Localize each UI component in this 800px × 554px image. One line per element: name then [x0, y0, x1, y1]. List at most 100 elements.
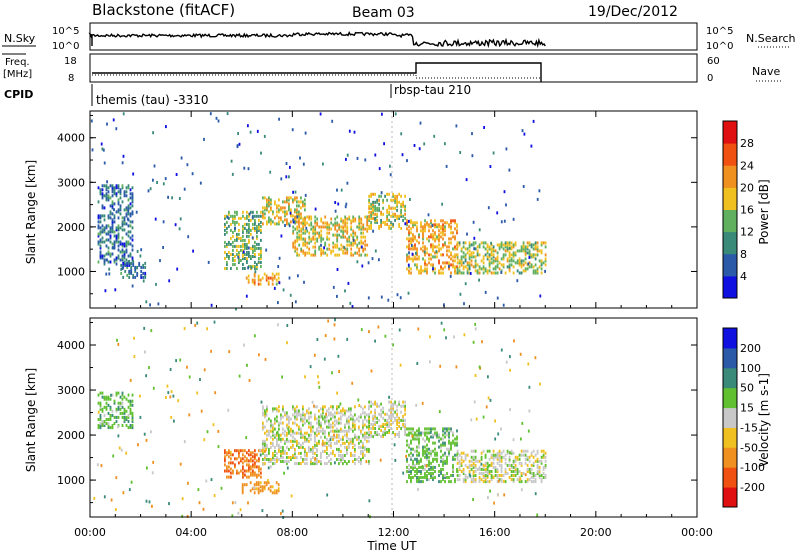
data-cell — [526, 251, 529, 255]
data-cell — [452, 457, 454, 461]
data-cell — [286, 417, 288, 421]
data-cell — [250, 451, 252, 455]
data-cell — [308, 235, 311, 239]
data-cell — [506, 247, 509, 251]
data-cell — [414, 431, 416, 435]
data-cell — [326, 441, 328, 445]
data-cell — [330, 217, 333, 221]
data-cell — [310, 429, 312, 433]
data-cell — [456, 467, 458, 471]
data-cell — [464, 480, 467, 484]
data-cell — [454, 478, 456, 482]
data-cell — [442, 474, 444, 477]
data-cell — [266, 454, 268, 457]
y-tick-label: 1000 — [57, 474, 85, 487]
data-cell — [360, 221, 363, 225]
data-cell — [462, 472, 465, 475]
data-cell — [526, 463, 529, 467]
data-cell — [358, 460, 360, 463]
data-cell — [125, 222, 128, 226]
data-cell — [402, 404, 404, 408]
data-cell — [258, 457, 260, 461]
data-cell — [300, 427, 302, 431]
data-cell — [310, 221, 313, 225]
data-cell — [504, 245, 507, 249]
data-cell — [518, 480, 521, 484]
data-cell — [448, 225, 450, 229]
data-cell — [228, 469, 230, 473]
data-cell — [494, 265, 497, 269]
data-cell — [109, 236, 112, 240]
data-cell — [402, 214, 404, 218]
data-cell — [330, 221, 333, 225]
data-cell — [244, 253, 246, 256]
data-cell — [330, 429, 332, 433]
data-cell — [334, 225, 337, 229]
data-cell — [294, 411, 296, 415]
data-cell — [264, 415, 266, 419]
data-cell — [402, 400, 404, 404]
data-cell — [516, 472, 519, 475]
data-cell — [360, 431, 362, 435]
data-cell — [266, 198, 268, 202]
data-cell — [178, 197, 181, 200]
data-cell — [470, 243, 473, 247]
data-cell — [434, 255, 436, 259]
data-cell — [512, 461, 515, 465]
data-cell — [428, 239, 430, 243]
data-cell — [236, 220, 238, 224]
data-cell — [127, 240, 130, 244]
data-cell — [472, 449, 475, 453]
data-cell — [442, 231, 444, 235]
data-cell — [386, 420, 388, 424]
data-cell — [226, 230, 228, 234]
station-title: Blackstone (fitACF) — [92, 1, 235, 19]
data-cell — [113, 422, 116, 425]
data-cell — [296, 439, 298, 443]
data-cell — [454, 269, 456, 273]
data-cell — [258, 253, 260, 256]
data-cell — [360, 225, 363, 229]
data-cell — [346, 429, 348, 433]
data-cell — [101, 395, 104, 399]
data-cell — [242, 238, 244, 242]
data-cell — [242, 248, 244, 252]
data-cell — [326, 437, 328, 441]
data-cell — [328, 231, 331, 235]
data-cell — [300, 445, 302, 449]
data-cell — [492, 255, 495, 259]
data-cell — [304, 451, 306, 455]
data-cell — [528, 455, 531, 459]
data-cell — [296, 212, 298, 216]
data-cell — [298, 409, 300, 413]
data-cell — [346, 231, 349, 235]
data-cell — [346, 239, 349, 243]
data-cell — [269, 489, 272, 493]
data-cell — [305, 226, 308, 230]
data-cell — [270, 206, 272, 210]
data-cell — [278, 437, 280, 441]
data-cell — [442, 443, 444, 447]
data-cell — [300, 237, 303, 241]
data-cell — [456, 265, 458, 269]
data-cell — [490, 241, 492, 245]
data-cell — [304, 413, 306, 417]
data-cell — [393, 443, 396, 447]
data-cell — [378, 427, 380, 430]
data-cell — [297, 274, 299, 278]
data-cell — [374, 208, 376, 212]
data-cell — [115, 210, 118, 214]
data-cell — [298, 411, 300, 415]
data-cell — [438, 410, 441, 414]
data-cell — [376, 208, 378, 212]
data-cell — [131, 403, 134, 407]
data-cell — [338, 462, 340, 466]
data-cell — [440, 247, 442, 251]
data-cell — [275, 282, 278, 286]
data-cell — [344, 217, 347, 221]
data-cell — [144, 261, 147, 265]
data-cell — [440, 271, 442, 275]
nsky-right-top: 10^5 — [706, 26, 733, 37]
data-cell — [484, 474, 487, 477]
data-cell — [430, 429, 432, 433]
